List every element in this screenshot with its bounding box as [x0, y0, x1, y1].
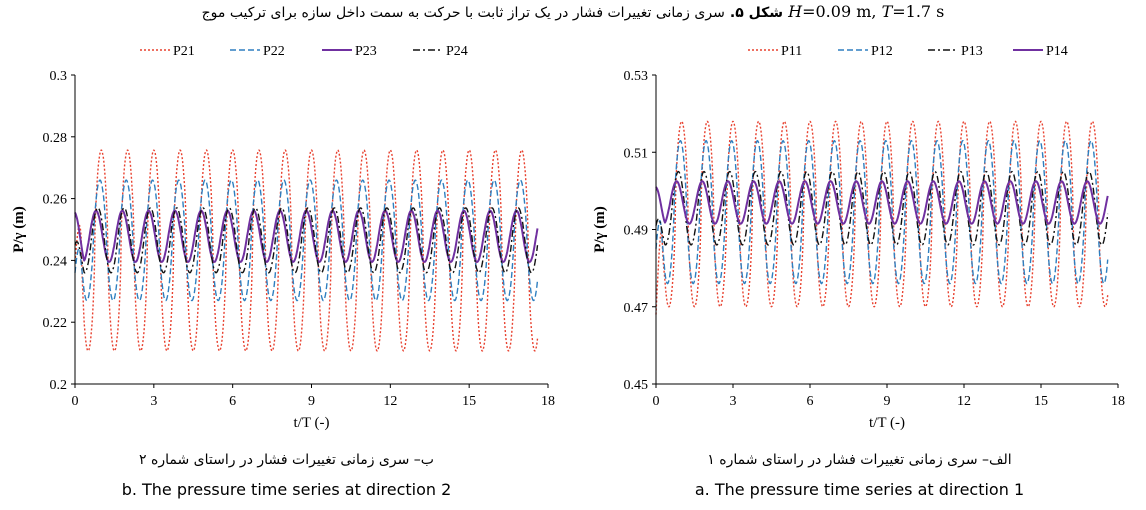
right-chart: 0.45 0.47 0.49 0.51 0.53 0 3 6 9 12 15 18 t/T (-) P/γ… — [592, 44, 1125, 431]
x-tick-label: 15 — [462, 394, 476, 409]
y-tick-label: 0.22 — [43, 316, 68, 331]
x-tick-label: 12 — [383, 394, 397, 409]
x-axis-label: t/T (-) — [869, 415, 905, 431]
y-tick-label: 0.24 — [43, 254, 68, 269]
legend-label-p24: P24 — [446, 44, 468, 59]
figure-title-text: سری زمانی تغییرات فشار در یک تراز ثابت ب… — [201, 5, 725, 21]
legend-label-p11: P11 — [781, 44, 802, 59]
y-tick-label: 0.26 — [43, 193, 68, 208]
series-line-p11 — [655, 120, 1109, 315]
series-line-p24 — [74, 207, 539, 274]
right-caption-en: a. The pressure time series at direction… — [694, 480, 1025, 499]
x-tick-label: 3 — [150, 394, 157, 409]
title-h-symbol: H — [788, 2, 803, 21]
x-tick-label: 12 — [957, 394, 971, 409]
title-t-value: =1.7 s — [892, 2, 945, 21]
series-line-p23 — [74, 209, 539, 263]
series-line-p13 — [655, 170, 1109, 246]
y-tick-label: 0.47 — [624, 301, 649, 316]
x-tick-label: 3 — [730, 394, 737, 409]
series-line-p22 — [74, 179, 539, 302]
y-axis-label: P/γ (m) — [11, 206, 27, 253]
legend-label-p13: P13 — [961, 44, 983, 59]
legend-label-p22: P22 — [263, 44, 285, 59]
y-tick-label: 0.49 — [624, 224, 649, 239]
x-tick-label: 9 — [308, 394, 315, 409]
figure-title: شکل ۵. سری زمانی تغییرات فشار در یک تراز… — [0, 2, 1146, 21]
x-tick-label: 9 — [884, 394, 891, 409]
x-axis-label: t/T (-) — [294, 415, 330, 431]
y-axis-label: P/γ (m) — [592, 206, 608, 253]
series-line-p14 — [655, 180, 1109, 225]
legend-label-p12: P12 — [871, 44, 893, 59]
x-tick-label: 18 — [1111, 394, 1125, 409]
y-tick-label: 0.28 — [43, 131, 68, 146]
y-tick-label: 0.2 — [50, 378, 68, 393]
x-tick-label: 6 — [807, 394, 814, 409]
x-tick-label: 0 — [653, 394, 660, 409]
series-line-p12 — [655, 139, 1109, 285]
legend-label-p14: P14 — [1046, 44, 1068, 59]
series-line-p21 — [74, 149, 539, 352]
legend-label-p21: P21 — [173, 44, 195, 59]
x-tick-label: 15 — [1034, 394, 1048, 409]
y-tick-label: 0.51 — [624, 146, 649, 161]
title-h-value: =0.09 m, — [802, 2, 882, 21]
legend-label-p23: P23 — [355, 44, 377, 59]
figure-title-label: شکل ۵. — [729, 5, 784, 21]
y-tick-label: 0.53 — [624, 69, 649, 84]
right-caption-fa: الف– سری زمانی تغییرات فشار در راستای شم… — [707, 452, 1012, 468]
x-tick-label: 18 — [541, 394, 555, 409]
x-tick-label: 6 — [229, 394, 236, 409]
x-tick-label: 0 — [72, 394, 79, 409]
y-tick-label: 0.45 — [624, 378, 649, 393]
y-tick-label: 0.3 — [50, 69, 68, 84]
left-caption-fa: ب– سری زمانی تغییرات فشار در راستای شمار… — [139, 452, 434, 468]
left-chart: 0.2 0.22 0.24 0.26 0.28 0.3 0 3 6 9 12 15 18 t/T (-) P… — [11, 44, 555, 431]
title-t-symbol: T — [881, 2, 893, 21]
left-caption-en: b. The pressure time series at direction… — [121, 480, 452, 499]
